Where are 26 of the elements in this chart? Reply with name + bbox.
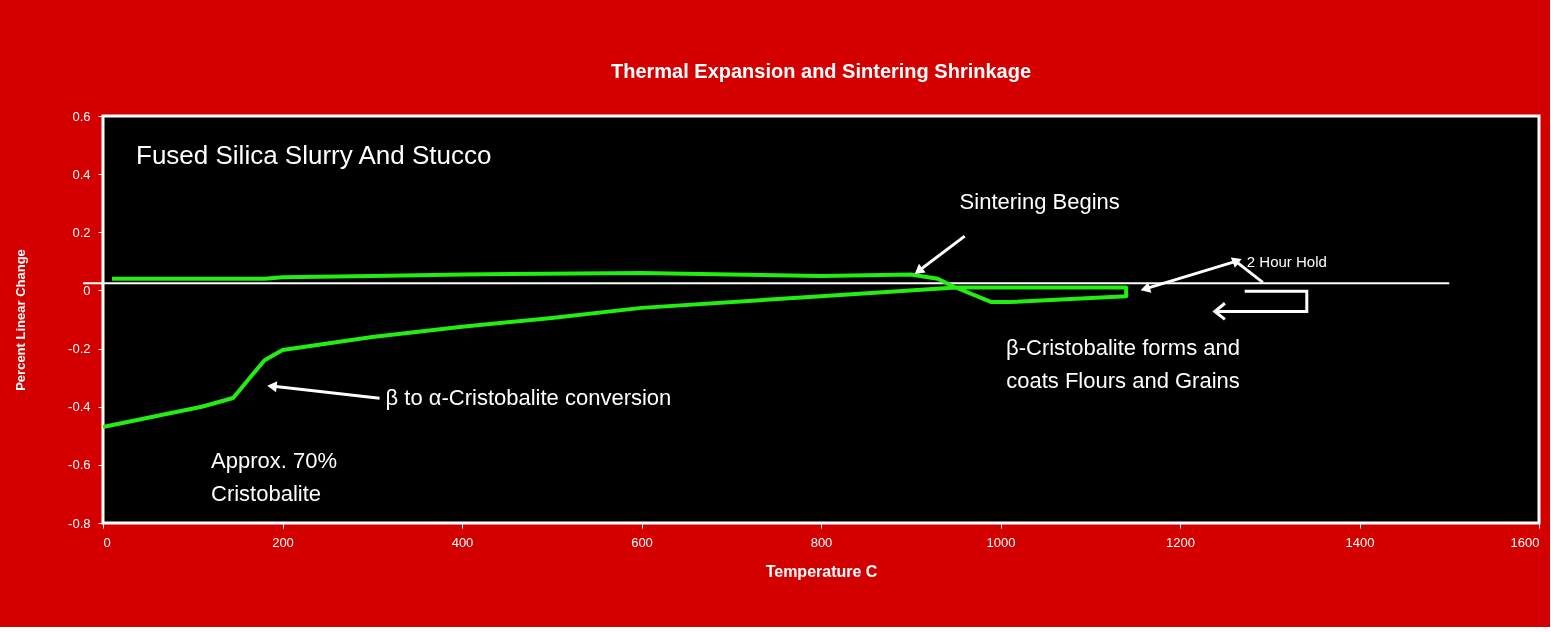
y-tick-label: 0.4 — [72, 166, 91, 182]
x-tick-label: 800 — [810, 534, 833, 550]
x-tick-label: 600 — [631, 534, 653, 550]
x-tick-label: 1000 — [986, 534, 1016, 550]
chart-title: Thermal Expansion and Sintering Shrinkage — [610, 60, 1032, 82]
annotation: β to α-Cristobalite conversion — [385, 385, 672, 411]
annotation: Approx. 70% Cristobalite — [211, 448, 337, 506]
y-tick-label: -0.6 — [68, 457, 91, 473]
y-tick-label: 0 — [83, 282, 91, 298]
y-tick-label: -0.8 — [68, 515, 91, 531]
x-tick-label: 400 — [451, 534, 474, 550]
y-tick-label: -0.4 — [68, 399, 91, 415]
annotation: β-Cristobalite forms and coats Flours and Grains — [1006, 335, 1240, 393]
x-tick-label: 1400 — [1345, 534, 1375, 550]
annotation: Fused Silica Slurry And Stucco — [136, 140, 492, 170]
y-tick-label: -0.2 — [68, 341, 91, 357]
x-axis-title: Temperature C — [765, 562, 878, 580]
y-tick-label: 0.6 — [72, 108, 91, 124]
annotation: Sintering Begins — [959, 189, 1120, 215]
y-axis-title: Percent Linear Change — [13, 249, 29, 391]
annotation: 2 Hour Hold — [1246, 253, 1327, 271]
x-tick-label: 1200 — [1166, 534, 1195, 550]
x-tick-label: 200 — [272, 534, 294, 550]
x-tick-label: 1600 — [1510, 534, 1540, 550]
y-tick-label: 0.2 — [72, 224, 91, 240]
x-tick-label: 0 — [103, 534, 111, 550]
